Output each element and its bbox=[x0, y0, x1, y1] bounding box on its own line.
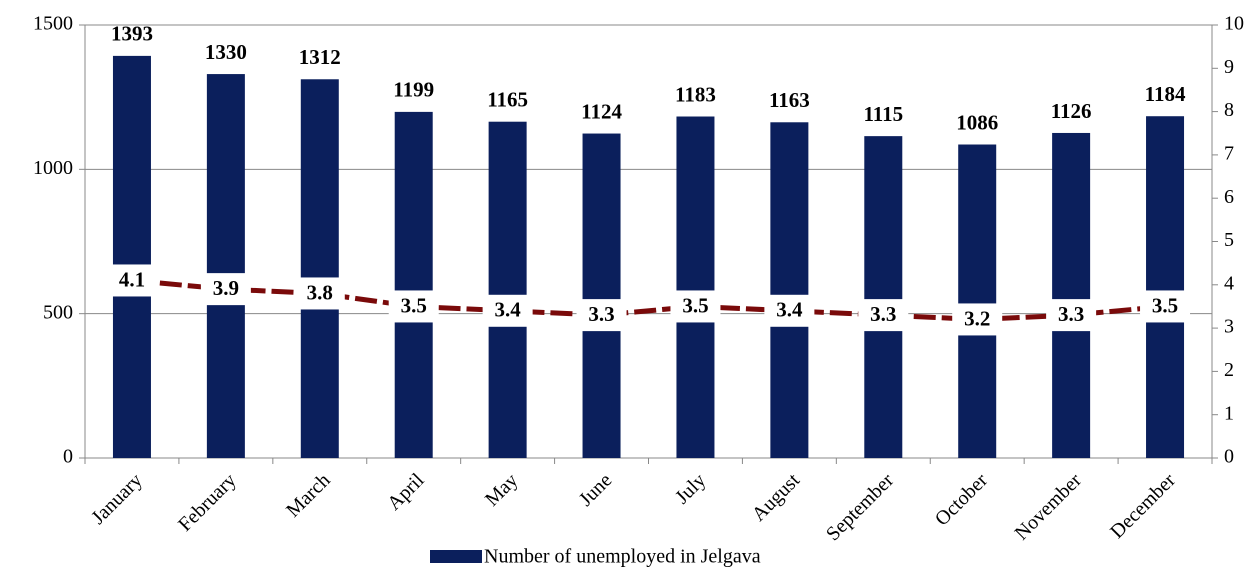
bar-value-label: 1330 bbox=[205, 40, 247, 64]
bar-value-label: 1126 bbox=[1051, 99, 1092, 123]
y2-tick-label: 0 bbox=[1224, 446, 1234, 468]
bar bbox=[112, 55, 151, 459]
line-label-box bbox=[200, 273, 251, 306]
bar-value-label: 1165 bbox=[487, 88, 528, 112]
bar-value-label: 1163 bbox=[769, 88, 810, 112]
line-value-label: 3.4 bbox=[776, 298, 803, 322]
y2-tick-label: 6 bbox=[1224, 186, 1234, 208]
bar bbox=[676, 116, 715, 459]
bar-value-label: 1115 bbox=[863, 102, 903, 126]
bar-value-label: 1086 bbox=[956, 110, 998, 134]
line-label-box bbox=[388, 290, 439, 323]
line-value-label: 3.2 bbox=[964, 306, 990, 330]
bar bbox=[770, 122, 809, 458]
y2-tick-label: 5 bbox=[1224, 229, 1234, 251]
line-label-box bbox=[670, 290, 721, 323]
y2-tick-label: 1 bbox=[1224, 402, 1234, 424]
x-tick-label: June bbox=[575, 469, 617, 511]
y2-tick-label: 4 bbox=[1224, 272, 1234, 294]
bar-value-label: 1393 bbox=[111, 22, 153, 46]
line-label-box bbox=[952, 303, 1003, 336]
bar bbox=[394, 111, 433, 458]
x-tick-label: February bbox=[174, 469, 241, 536]
line-value-label: 3.3 bbox=[870, 302, 896, 326]
y2-tick-label: 9 bbox=[1224, 56, 1234, 78]
line-label-box bbox=[764, 294, 815, 327]
legend-label: Number of unemployed in Jelgava bbox=[484, 546, 761, 568]
y-tick-label: 0 bbox=[63, 446, 73, 468]
x-tick-label: January bbox=[87, 469, 147, 529]
line-label-box bbox=[106, 264, 157, 297]
bar bbox=[1146, 116, 1185, 459]
legend-swatch bbox=[430, 550, 482, 563]
x-tick-label: August bbox=[748, 469, 805, 526]
bar bbox=[958, 144, 997, 458]
line-label-box bbox=[482, 294, 533, 327]
line-value-label: 3.3 bbox=[1058, 302, 1084, 326]
x-tick-label: December bbox=[1106, 469, 1180, 543]
line-value-label: 3.9 bbox=[213, 276, 239, 300]
line-value-label: 3.3 bbox=[588, 302, 614, 326]
bar-value-label: 1183 bbox=[675, 82, 716, 106]
y-tick-label: 500 bbox=[43, 301, 73, 323]
x-tick-label: November bbox=[1011, 469, 1086, 544]
y2-tick-label: 7 bbox=[1224, 142, 1234, 164]
y2-tick-label: 10 bbox=[1224, 13, 1244, 35]
x-tick-label: October bbox=[931, 469, 992, 530]
line-value-label: 3.5 bbox=[401, 293, 427, 317]
y2-tick-label: 8 bbox=[1224, 99, 1234, 121]
x-tick-label: March bbox=[282, 469, 334, 521]
line-value-label: 3.5 bbox=[682, 293, 708, 317]
bar-value-label: 1312 bbox=[299, 45, 341, 69]
bar-value-label: 1124 bbox=[581, 99, 622, 123]
x-tick-label: September bbox=[822, 469, 898, 545]
line-label-box bbox=[1140, 290, 1191, 323]
bar bbox=[206, 74, 245, 458]
x-tick-label: July bbox=[671, 469, 710, 508]
y2-tick-label: 2 bbox=[1224, 359, 1234, 381]
line-value-label: 3.5 bbox=[1152, 293, 1178, 317]
y-tick-label: 1000 bbox=[33, 157, 73, 179]
bar bbox=[300, 79, 339, 458]
y-tick-label: 1500 bbox=[33, 13, 73, 35]
x-tick-label: May bbox=[481, 469, 522, 510]
line-value-label: 3.4 bbox=[495, 298, 522, 322]
bar bbox=[488, 121, 527, 458]
line-value-label: 4.1 bbox=[119, 267, 145, 291]
x-tick-label: April bbox=[383, 469, 429, 515]
y2-tick-label: 3 bbox=[1224, 316, 1234, 338]
bar bbox=[1052, 132, 1091, 458]
line-label-box bbox=[576, 299, 627, 332]
line-label-box bbox=[294, 277, 345, 310]
line-label-box bbox=[1046, 299, 1097, 332]
bar-value-label: 1199 bbox=[393, 78, 434, 102]
bar bbox=[864, 136, 903, 459]
bar-value-label: 1184 bbox=[1145, 82, 1186, 106]
bar bbox=[582, 133, 621, 458]
line-value-label: 3.8 bbox=[307, 280, 333, 304]
line-label-box bbox=[858, 299, 909, 332]
